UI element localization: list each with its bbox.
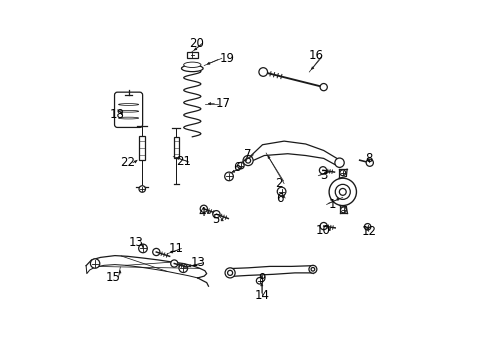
Ellipse shape xyxy=(118,111,138,112)
Text: 11: 11 xyxy=(168,242,183,255)
Ellipse shape xyxy=(181,65,203,72)
Text: 7: 7 xyxy=(244,148,251,161)
Circle shape xyxy=(364,224,370,230)
Circle shape xyxy=(189,53,194,58)
Text: 5: 5 xyxy=(212,213,219,226)
Ellipse shape xyxy=(183,62,201,68)
Text: 18: 18 xyxy=(109,108,124,121)
Circle shape xyxy=(227,270,232,275)
Text: 13: 13 xyxy=(190,256,205,269)
Ellipse shape xyxy=(118,104,138,105)
Text: 1: 1 xyxy=(327,198,335,211)
Text: 19: 19 xyxy=(219,52,234,65)
Circle shape xyxy=(366,159,373,166)
Text: 3: 3 xyxy=(319,169,327,182)
Circle shape xyxy=(139,244,147,253)
Text: 8: 8 xyxy=(364,152,372,165)
FancyBboxPatch shape xyxy=(139,136,145,160)
Text: 15: 15 xyxy=(105,271,120,284)
Circle shape xyxy=(310,267,314,271)
Text: 22: 22 xyxy=(120,156,135,169)
Circle shape xyxy=(200,205,207,212)
Text: 6: 6 xyxy=(275,192,283,204)
FancyBboxPatch shape xyxy=(173,137,178,158)
Text: 13: 13 xyxy=(128,237,143,249)
Text: 20: 20 xyxy=(189,37,204,50)
Circle shape xyxy=(277,187,285,196)
FancyBboxPatch shape xyxy=(186,52,197,58)
FancyBboxPatch shape xyxy=(114,92,142,127)
Text: 16: 16 xyxy=(308,49,324,62)
Text: 17: 17 xyxy=(216,97,231,110)
Ellipse shape xyxy=(118,117,138,119)
Text: 12: 12 xyxy=(361,225,375,238)
Circle shape xyxy=(258,68,267,76)
Circle shape xyxy=(90,259,100,268)
Circle shape xyxy=(308,265,316,273)
Text: 10: 10 xyxy=(315,224,330,237)
Circle shape xyxy=(224,268,235,278)
Text: 6: 6 xyxy=(232,161,240,174)
Circle shape xyxy=(320,222,326,230)
Text: 14: 14 xyxy=(254,289,269,302)
Circle shape xyxy=(179,264,187,273)
Circle shape xyxy=(334,158,344,167)
Circle shape xyxy=(243,156,253,166)
Circle shape xyxy=(237,162,244,169)
Circle shape xyxy=(224,172,233,181)
Circle shape xyxy=(256,278,263,284)
Circle shape xyxy=(339,189,346,195)
Circle shape xyxy=(340,207,346,213)
Text: 2: 2 xyxy=(274,177,282,190)
Text: 4: 4 xyxy=(198,206,205,219)
Circle shape xyxy=(212,211,220,218)
Circle shape xyxy=(245,158,250,163)
Circle shape xyxy=(319,167,326,174)
Circle shape xyxy=(152,248,160,256)
Text: 21: 21 xyxy=(176,156,190,168)
Circle shape xyxy=(139,186,145,192)
Circle shape xyxy=(328,178,356,206)
Circle shape xyxy=(339,170,345,176)
Circle shape xyxy=(170,260,178,267)
Circle shape xyxy=(335,184,349,199)
Circle shape xyxy=(320,84,326,91)
Text: 9: 9 xyxy=(258,273,265,285)
